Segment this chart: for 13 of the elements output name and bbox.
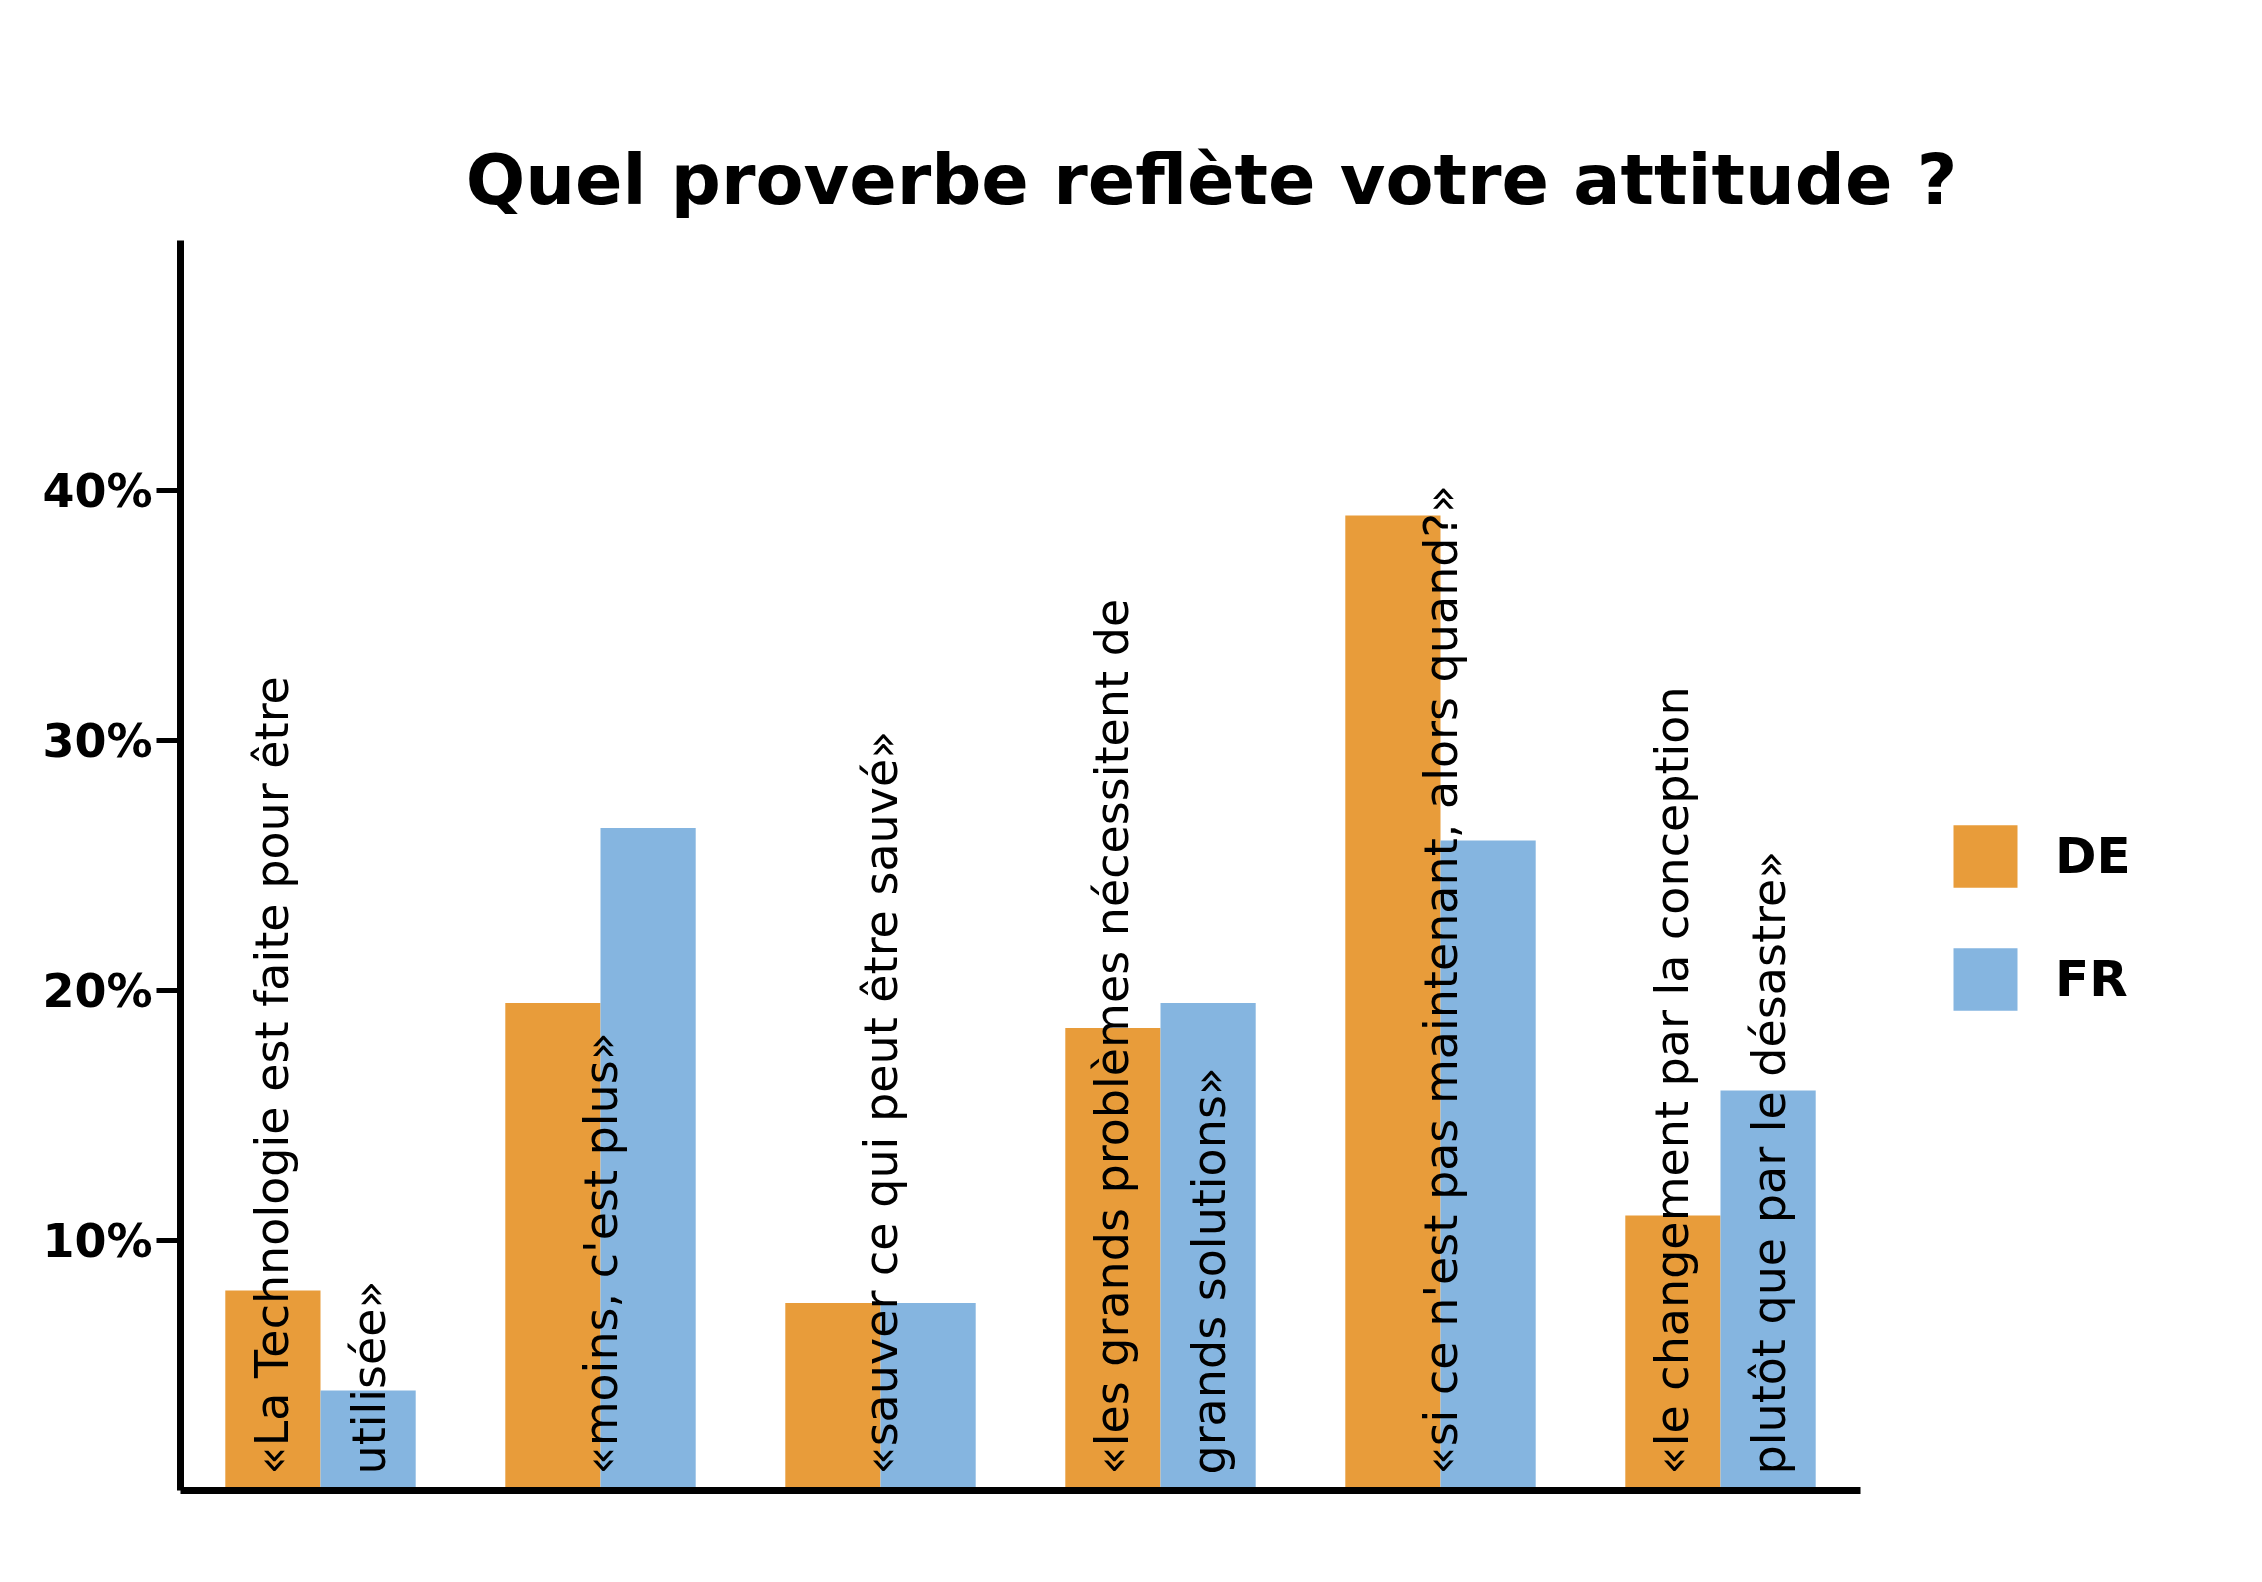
x-tick-label: «le changement par la conception plutôt que par le désastre» — [1644, 686, 1797, 1475]
y-tick-label: 20% — [42, 963, 153, 1018]
x-tick-label: «La Technologie est faite pour être utilisée» — [244, 676, 397, 1475]
x-tick-label: «les grands problèmes nécessitent de grands solutions» — [1084, 598, 1237, 1475]
x-tick-label: «sauver ce qui peut être sauvé» — [853, 730, 908, 1475]
y-tick-label: 10% — [42, 1213, 153, 1268]
x-tick-label: «moins, c'est plus» — [573, 1032, 628, 1475]
y-tick-label: 40% — [42, 463, 153, 518]
legend-label: FR — [2055, 950, 2128, 1008]
legend-label: DE — [2055, 827, 2131, 885]
chart-title: Quel proverbe reflète votre attitude ? — [465, 138, 1958, 221]
x-tick-label: «si ce n'est pas maintenant, alors quand?» — [1413, 484, 1468, 1475]
y-tick-label: 30% — [42, 713, 153, 768]
